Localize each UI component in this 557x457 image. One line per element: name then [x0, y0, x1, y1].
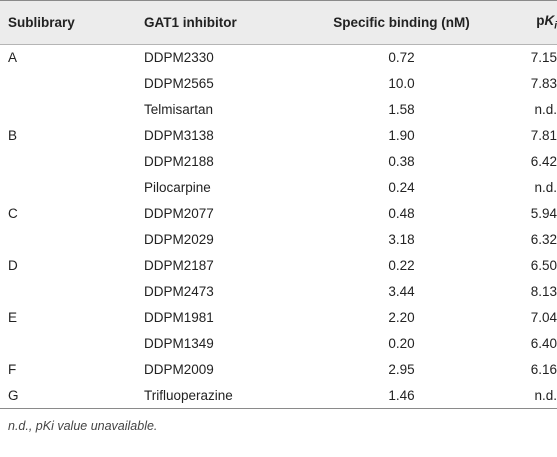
header-pki: pKi: [489, 1, 557, 45]
cell-pki: n.d.: [534, 180, 557, 195]
cell-specific-binding: 0.48: [388, 206, 415, 221]
cell-sublibrary: D: [8, 258, 18, 273]
table-row: DDPM2473 3.44 8.13: [0, 279, 557, 305]
cell-gat1-inhibitor: DDPM2188: [144, 154, 214, 169]
cell-gat1-inhibitor: Pilocarpine: [144, 180, 211, 195]
table-row: DDPM2188 0.38 6.42: [0, 149, 557, 175]
cell-pki: 6.32: [530, 232, 557, 247]
cell-gat1-inhibitor: Trifluoperazine: [144, 387, 233, 403]
cell-pki: 8.13: [530, 284, 557, 299]
cell-specific-binding: 0.38: [388, 154, 415, 169]
cell-pki: 6.16: [530, 362, 557, 377]
cell-pki: 7.83: [530, 76, 557, 91]
cell-specific-binding: 2.20: [388, 310, 415, 325]
header-gat1-inhibitor: GAT1 inhibitor: [144, 15, 237, 30]
cell-pki: 5.94: [530, 206, 557, 221]
cell-specific-binding: 1.58: [388, 102, 415, 117]
cell-specific-binding: 3.18: [388, 232, 415, 247]
table-row: Pilocarpine 0.24 n.d.: [0, 175, 557, 201]
table-row: E DDPM1981 2.20 7.04: [0, 305, 557, 331]
cell-sublibrary: [0, 71, 144, 97]
cell-pki: 7.81: [530, 128, 557, 143]
cell-sublibrary: C: [8, 206, 18, 221]
cell-sublibrary: F: [8, 362, 17, 377]
cell-specific-binding: 0.22: [388, 258, 415, 273]
cell-gat1-inhibitor: DDPM2077: [144, 206, 214, 221]
header-pki-i: i: [554, 20, 557, 32]
cell-specific-binding: 3.44: [388, 284, 415, 299]
table-row: DDPM2029 3.18 6.32: [0, 227, 557, 253]
cell-pki: 7.04: [530, 310, 557, 325]
table-row: A DDPM2330 0.72 7.15: [0, 45, 557, 71]
table-row: D DDPM2187 0.22 6.50: [0, 253, 557, 279]
cell-gat1-inhibitor: DDPM3138: [144, 128, 214, 143]
cell-specific-binding: 0.24: [388, 180, 415, 195]
cell-sublibrary: [0, 279, 144, 305]
table-footnote: n.d., pKi value unavailable.: [8, 419, 158, 433]
cell-gat1-inhibitor: DDPM2187: [144, 258, 214, 273]
cell-sublibrary: [0, 227, 144, 253]
cell-sublibrary: [0, 149, 144, 175]
cell-pki: 6.40: [530, 336, 557, 351]
table-row: DDPM1349 0.20 6.40: [0, 331, 557, 357]
table-row: C DDPM2077 0.48 5.94: [0, 201, 557, 227]
cell-specific-binding: 2.95: [388, 362, 415, 377]
cell-pki: 6.42: [530, 154, 557, 169]
table-row: F DDPM2009 2.95 6.16: [0, 357, 557, 383]
table-header-row: Sublibrary GAT1 inhibitor Specific bindi…: [0, 0, 557, 45]
cell-pki: 6.50: [530, 258, 557, 273]
table-row: DDPM2565 10.0 7.83: [0, 71, 557, 97]
table-row: Telmisartan 1.58 n.d.: [0, 97, 557, 123]
gat1-binding-table: Sublibrary GAT1 inhibitor Specific bindi…: [0, 0, 557, 409]
cell-gat1-inhibitor: DDPM1349: [144, 336, 214, 351]
cell-sublibrary: E: [8, 310, 18, 325]
cell-sublibrary: [0, 175, 144, 201]
cell-sublibrary: A: [8, 50, 18, 66]
cell-gat1-inhibitor: DDPM2565: [144, 76, 214, 91]
table-row: B DDPM3138 1.90 7.81: [0, 123, 557, 149]
cell-pki: 7.15: [530, 50, 557, 66]
cell-pki: n.d.: [534, 387, 557, 403]
header-sublibrary: Sublibrary: [8, 15, 75, 30]
header-pki-p: p: [536, 13, 545, 29]
table-row: G Trifluoperazine 1.46 n.d.: [0, 383, 557, 409]
cell-sublibrary: B: [8, 128, 18, 143]
cell-sublibrary: [0, 331, 144, 357]
header-specific-binding: Specific binding (nM): [333, 15, 470, 30]
cell-pki: n.d.: [534, 102, 557, 117]
cell-gat1-inhibitor: DDPM2009: [144, 362, 214, 377]
cell-specific-binding: 0.20: [388, 336, 415, 351]
cell-specific-binding: 0.72: [388, 50, 415, 66]
cell-sublibrary: [0, 97, 144, 123]
cell-gat1-inhibitor: DDPM2029: [144, 232, 214, 247]
cell-gat1-inhibitor: DDPM2473: [144, 284, 214, 299]
cell-gat1-inhibitor: Telmisartan: [144, 102, 214, 117]
header-pki-k: K: [544, 13, 555, 29]
cell-specific-binding: 1.90: [388, 128, 415, 143]
cell-specific-binding: 1.46: [388, 387, 415, 403]
cell-specific-binding: 10.0: [388, 76, 415, 91]
cell-sublibrary: G: [8, 387, 19, 403]
cell-gat1-inhibitor: DDPM1981: [144, 310, 214, 325]
table-body: A DDPM2330 0.72 7.15 DDPM2565 10.0 7.83 Telmisa…: [0, 45, 557, 409]
cell-gat1-inhibitor: DDPM2330: [144, 50, 214, 66]
